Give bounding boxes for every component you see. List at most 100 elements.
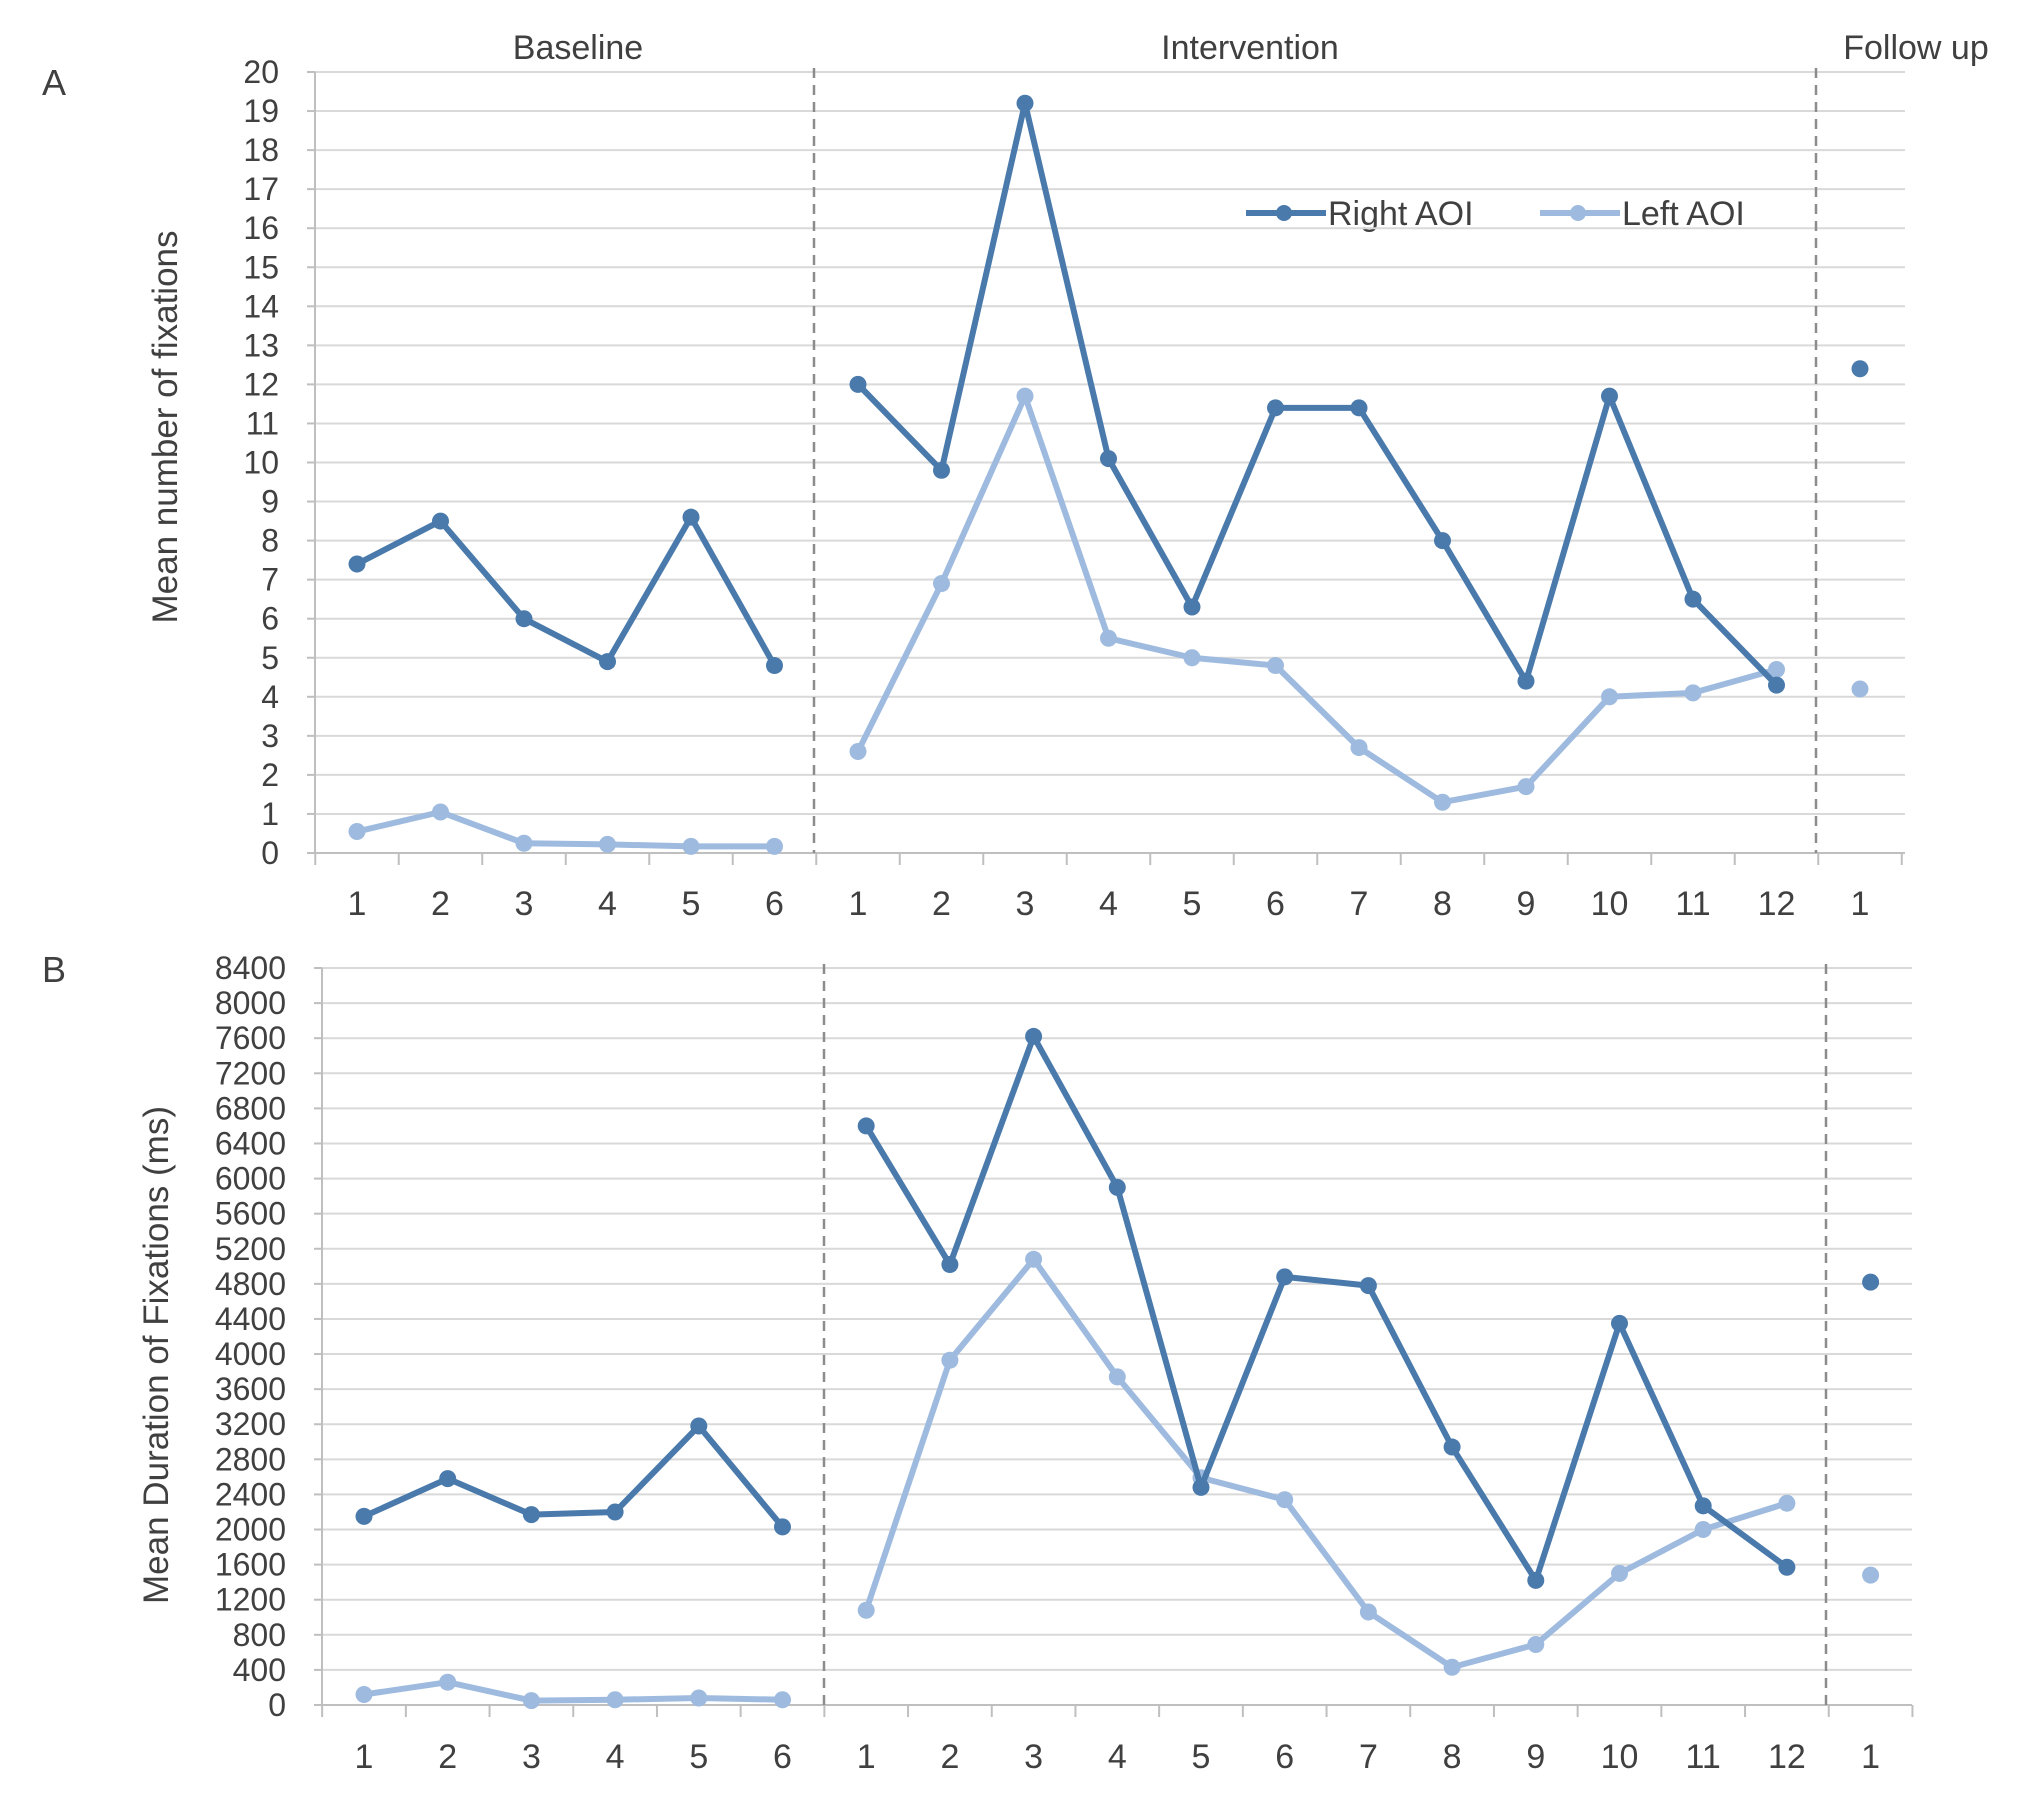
y-tick-label-a: 6	[261, 601, 279, 637]
data-point-left-aoi-a	[1601, 688, 1618, 706]
y-tick-label-b: 4800	[215, 1266, 286, 1302]
data-point-right-aoi-b	[1611, 1314, 1628, 1332]
series-line-right-aoi-b	[863, 1033, 1789, 1584]
data-point-left-aoi-b	[355, 1685, 373, 1703]
y-tick-label-a: 5	[261, 640, 279, 676]
y-tick-label-b: 4000	[215, 1336, 286, 1372]
y-tick-label-b: 2800	[215, 1441, 286, 1477]
data-point-left-aoi-b	[1527, 1635, 1545, 1653]
x-tick-label-a: 1	[1851, 885, 1870, 923]
data-point-right-aoi-b	[1108, 1178, 1126, 1196]
data-point-left-aoi-b	[1694, 1521, 1712, 1539]
panel-label-b: B	[42, 949, 66, 990]
y-tick-label-b: 5600	[215, 1196, 286, 1232]
legend-marker-left	[1570, 205, 1586, 221]
phase-label-baseline: Baseline	[513, 29, 643, 67]
series-line-right-aoi-a	[855, 100, 1779, 688]
data-point-right-aoi-a	[766, 657, 783, 675]
y-tick-label-a: 4	[261, 679, 279, 715]
data-point-left-aoi-b	[1276, 1491, 1294, 1509]
y-tick-label-b: 5200	[215, 1231, 286, 1267]
data-point-right-aoi-b	[1443, 1438, 1461, 1456]
data-point-left-aoi-a	[1100, 629, 1117, 647]
y-tick-label-a: 14	[243, 288, 279, 324]
x-tick-label-a: 10	[1591, 885, 1629, 923]
chart-panel-b: 0400800120016002000240028003200360040004…	[215, 950, 1914, 1776]
data-point-left-aoi-a	[1768, 660, 1785, 678]
data-point-left-aoi-b	[1359, 1603, 1377, 1621]
data-point-right-aoi-a	[348, 555, 366, 573]
data-point-right-aoi-b	[1862, 1273, 1880, 1291]
data-point-right-aoi-b	[606, 1503, 624, 1521]
data-point-left-aoi-b	[857, 1601, 875, 1619]
data-point-right-aoi-b	[1359, 1277, 1377, 1295]
y-tick-label-b: 6400	[215, 1125, 286, 1161]
y-tick-label-a: 15	[243, 249, 279, 285]
y-tick-label-b: 1200	[215, 1582, 286, 1618]
x-tick-label-a: 2	[431, 885, 450, 923]
y-tick-label-b: 400	[233, 1652, 286, 1688]
y-tick-label-b: 0	[268, 1687, 286, 1723]
data-point-left-aoi-a	[682, 837, 700, 855]
data-point-right-aoi-a	[515, 610, 533, 628]
y-tick-label-a: 0	[261, 835, 279, 871]
x-tick-label-b: 9	[1526, 1738, 1545, 1776]
series-line-left-aoi-a	[855, 393, 1778, 806]
data-point-left-aoi-b	[439, 1673, 457, 1691]
x-tick-label-b: 6	[773, 1738, 792, 1776]
y-tick-label-a: 10	[243, 445, 279, 481]
y-tick-label-a: 8	[261, 523, 279, 559]
data-point-left-aoi-a	[1517, 778, 1535, 796]
phase-label-followup: Follow up	[1843, 29, 1989, 67]
y-tick-label-a: 12	[243, 366, 279, 402]
legend: Right AOI Left AOI	[1246, 195, 1745, 233]
y-tick-label-a: 16	[243, 210, 279, 246]
data-point-right-aoi-a	[432, 512, 449, 530]
data-point-right-aoi-b	[1276, 1268, 1294, 1286]
x-tick-label-b: 5	[1192, 1738, 1211, 1776]
x-tick-label-a: 5	[682, 885, 701, 923]
x-tick-label-a: 1	[348, 885, 367, 923]
data-point-left-aoi-b	[774, 1691, 791, 1709]
y-axis-title-b: Mean Duration of Fixations (ms)	[137, 1106, 176, 1604]
data-point-right-aoi-a	[1016, 94, 1034, 112]
data-point-left-aoi-a	[1183, 649, 1201, 667]
x-tick-label-b: 4	[606, 1738, 625, 1776]
data-point-left-aoi-a	[933, 575, 950, 593]
y-tick-label-b: 8000	[215, 985, 286, 1021]
x-tick-label-b: 6	[1275, 1738, 1294, 1776]
data-point-right-aoi-a	[933, 461, 950, 479]
x-tick-label-b: 2	[438, 1738, 457, 1776]
data-point-right-aoi-a	[1684, 590, 1702, 608]
data-point-right-aoi-a	[682, 508, 700, 526]
x-tick-label-a: 6	[1266, 885, 1285, 923]
data-point-left-aoi-b	[1443, 1658, 1461, 1676]
x-tick-label-b: 8	[1443, 1738, 1462, 1776]
series-line-right-aoi-b	[362, 1422, 785, 1529]
x-tick-label-b: 10	[1601, 1738, 1639, 1776]
x-tick-label-a: 9	[1517, 885, 1536, 923]
data-point-right-aoi-b	[690, 1417, 708, 1435]
x-tick-label-b: 3	[1024, 1738, 1043, 1776]
y-tick-label-a: 3	[261, 718, 279, 754]
data-point-left-aoi-b	[606, 1691, 624, 1709]
x-tick-label-b: 1	[857, 1738, 876, 1776]
data-point-right-aoi-a	[1768, 676, 1785, 694]
y-tick-label-b: 6000	[215, 1161, 286, 1197]
data-point-left-aoi-b	[690, 1689, 708, 1707]
data-point-left-aoi-a	[1267, 657, 1284, 675]
phase-label-intervention: Intervention	[1161, 29, 1339, 67]
series-line-right-aoi-a	[355, 514, 778, 668]
y-tick-label-b: 2000	[215, 1512, 286, 1548]
data-point-left-aoi-a	[1851, 680, 1869, 698]
data-point-left-aoi-b	[1108, 1368, 1126, 1386]
y-axis-title-a: Mean number of fixations	[146, 231, 185, 624]
y-tick-label-a: 2	[261, 757, 279, 793]
data-point-right-aoi-b	[439, 1470, 457, 1488]
data-point-left-aoi-b	[1611, 1564, 1628, 1582]
y-tick-label-a: 7	[261, 562, 279, 598]
data-point-right-aoi-b	[941, 1256, 959, 1274]
x-tick-label-a: 2	[932, 885, 951, 923]
data-point-right-aoi-b	[1192, 1478, 1210, 1496]
data-point-right-aoi-b	[1527, 1571, 1545, 1589]
